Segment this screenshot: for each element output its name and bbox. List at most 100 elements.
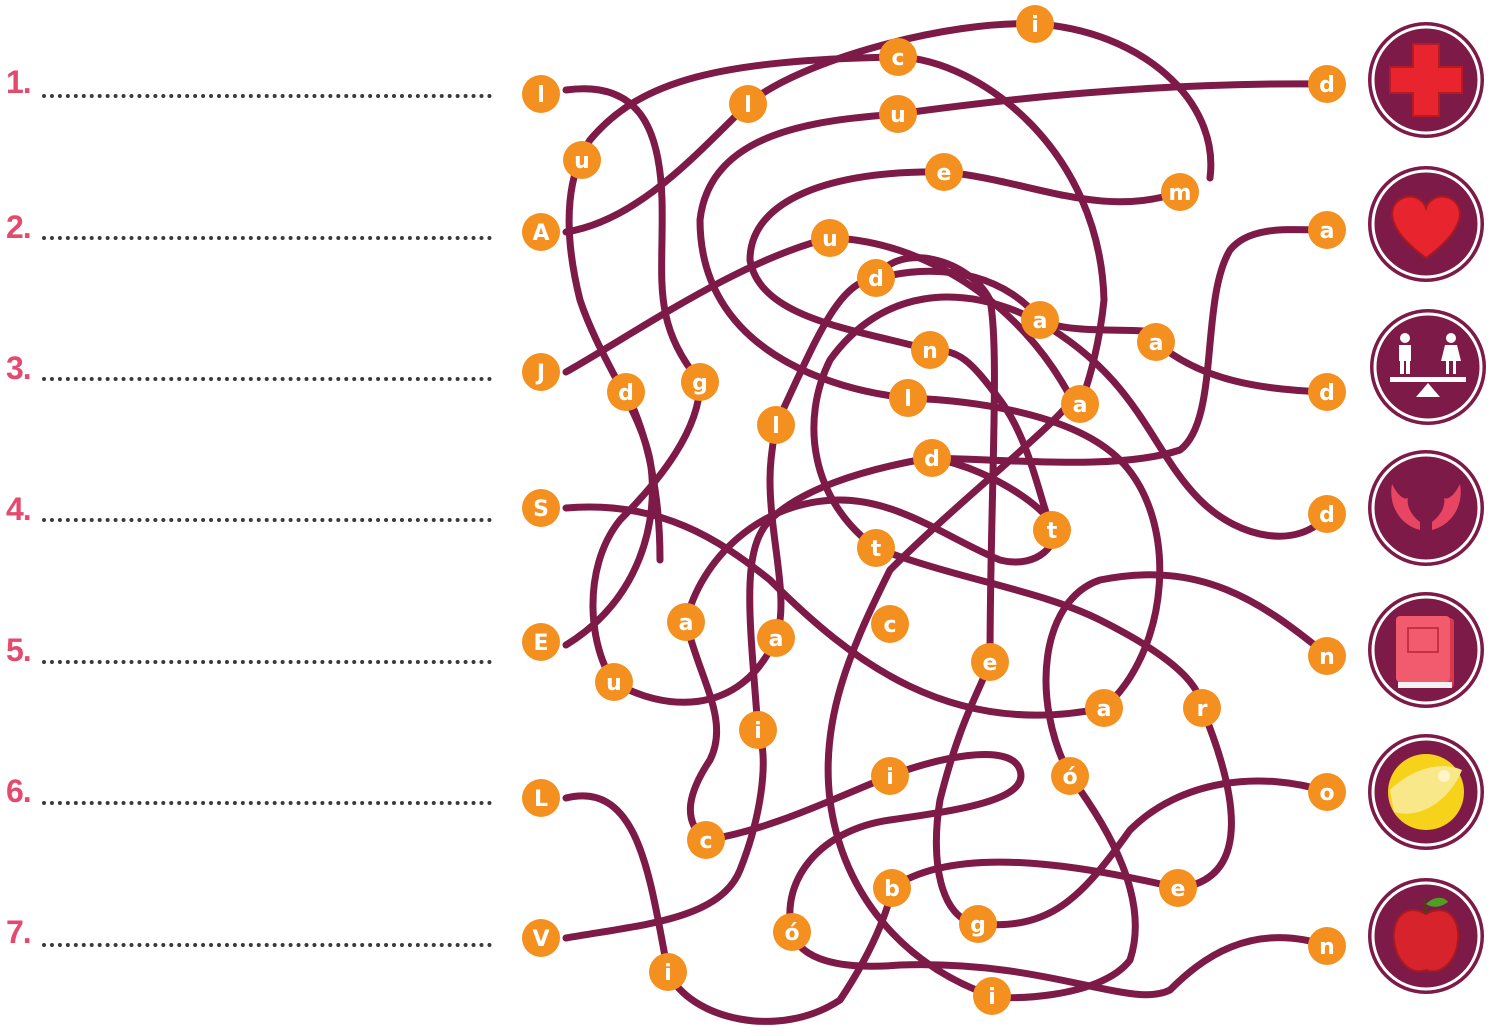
- answer-line-3[interactable]: [42, 377, 492, 381]
- maze-bead-32[interactable]: e: [1159, 869, 1197, 907]
- maze-bead-18[interactable]: d: [913, 439, 951, 477]
- maze-bead-6[interactable]: e: [925, 153, 963, 191]
- maze-bead-26[interactable]: i: [739, 711, 777, 749]
- svg-text:L: L: [534, 787, 548, 812]
- end-bead-2[interactable]: a: [1308, 211, 1346, 249]
- maze-bead-letter: c: [891, 46, 904, 71]
- maze-bead-9[interactable]: d: [857, 259, 895, 297]
- maze-bead-34[interactable]: g: [959, 905, 997, 943]
- row-number-2: 2.: [6, 209, 32, 245]
- start-beads: l A J S E L V: [522, 75, 560, 957]
- row-number-4: 4.: [6, 491, 32, 527]
- maze-bead-11[interactable]: a: [1137, 323, 1175, 361]
- row-number-5: 5.: [6, 632, 32, 668]
- maze-bead-3[interactable]: c: [879, 38, 917, 76]
- end-bead-1[interactable]: d: [1308, 65, 1346, 103]
- answer-line-5[interactable]: [42, 660, 492, 664]
- maze-bead-letter: t: [871, 537, 882, 562]
- maze-bead-15[interactable]: d: [607, 373, 645, 411]
- maze-bead-27[interactable]: a: [1085, 689, 1123, 727]
- end-bead-4[interactable]: d: [1308, 495, 1346, 533]
- maze-bead-10[interactable]: a: [1021, 301, 1059, 339]
- maze-bead-letter: c: [699, 829, 712, 854]
- maze-bead-30[interactable]: ó: [1051, 757, 1089, 795]
- maze-bead-letter: i: [754, 719, 762, 744]
- maze-bead-36[interactable]: i: [649, 953, 687, 991]
- svg-text:J: J: [535, 361, 545, 386]
- beach-ball-icon: [1368, 734, 1484, 850]
- maze-bead-4[interactable]: i: [1016, 5, 1054, 43]
- maze-bead-letter: t: [1047, 519, 1058, 544]
- maze-bead-letter: c: [883, 613, 896, 638]
- maze-bead-8[interactable]: u: [811, 219, 849, 257]
- maze-bead-12[interactable]: n: [911, 331, 949, 369]
- maze-bead-19[interactable]: t: [1033, 511, 1071, 549]
- maze-bead-37[interactable]: i: [973, 977, 1011, 1015]
- maze-bead-1[interactable]: u: [563, 141, 601, 179]
- maze-bead-letter: a: [1149, 331, 1164, 356]
- end-bead-5[interactable]: n: [1308, 637, 1346, 675]
- maze-bead-7[interactable]: m: [1161, 173, 1199, 211]
- row-number-6: 6.: [6, 773, 32, 809]
- maze-bead-29[interactable]: i: [871, 757, 909, 795]
- equality-scale-icon: [1370, 309, 1486, 425]
- maze-bead-letter: d: [868, 267, 884, 292]
- icon-column: [1368, 22, 1486, 994]
- maze-bead-20[interactable]: t: [857, 529, 895, 567]
- maze-bead-31[interactable]: c: [687, 821, 725, 859]
- maze-bead-letter: l: [772, 414, 780, 439]
- answer-line-6[interactable]: [42, 801, 492, 805]
- svg-text:V: V: [532, 927, 549, 952]
- maze-bead-17[interactable]: l: [757, 406, 795, 444]
- start-bead-4[interactable]: S: [522, 489, 560, 527]
- row-number-7: 7.: [6, 914, 32, 950]
- maze-bead-5[interactable]: u: [879, 95, 917, 133]
- maze-bead-letter: a: [1097, 697, 1112, 722]
- start-bead-7[interactable]: V: [522, 919, 560, 957]
- maze-bead-letter: m: [1169, 181, 1192, 206]
- maze-bead-33[interactable]: b: [873, 869, 911, 907]
- apple-icon: [1368, 878, 1484, 994]
- maze-bead-2[interactable]: l: [729, 85, 767, 123]
- maze-bead-letter: a: [679, 611, 694, 636]
- maze-bead-letter: e: [937, 161, 952, 186]
- maze-bead-24[interactable]: e: [971, 643, 1009, 681]
- answer-line-2[interactable]: [42, 236, 492, 240]
- maze-bead-13[interactable]: l: [889, 379, 927, 417]
- svg-text:d: d: [1319, 503, 1335, 528]
- start-bead-2[interactable]: A: [522, 213, 560, 251]
- end-bead-7[interactable]: n: [1308, 927, 1346, 965]
- start-bead-5[interactable]: E: [522, 623, 560, 661]
- row-number-1: 1.: [6, 64, 32, 100]
- maze-bead-21[interactable]: a: [667, 603, 705, 641]
- maze-bead-23[interactable]: c: [871, 605, 909, 643]
- maze-bead-35[interactable]: ó: [773, 913, 811, 951]
- answer-line-7[interactable]: [42, 943, 492, 947]
- maze-bead-letter: ó: [784, 921, 799, 946]
- maze-bead-letter: d: [924, 447, 940, 472]
- maze-bead-letter: g: [692, 371, 708, 396]
- heart-icon: [1368, 166, 1484, 282]
- end-bead-3[interactable]: d: [1308, 373, 1346, 411]
- maze-bead-16[interactable]: g: [681, 363, 719, 401]
- maze-bead-letter: n: [922, 339, 938, 364]
- svg-text:E: E: [533, 631, 548, 656]
- maze-paths: [562, 20, 1332, 1025]
- start-bead-3[interactable]: J: [522, 353, 560, 391]
- maze-bead-22[interactable]: a: [757, 619, 795, 657]
- wings-icon: [1368, 450, 1484, 566]
- svg-text:d: d: [1319, 381, 1335, 406]
- maze-bead-28[interactable]: r: [1183, 689, 1221, 727]
- start-bead-6[interactable]: L: [522, 779, 560, 817]
- answer-line-4[interactable]: [42, 518, 492, 522]
- maze-bead-14[interactable]: a: [1061, 385, 1099, 423]
- maze-bead-letter: e: [1171, 877, 1186, 902]
- maze-bead-letter: i: [664, 961, 672, 986]
- start-bead-1[interactable]: l: [522, 75, 560, 113]
- maze-bead-25[interactable]: u: [595, 663, 633, 701]
- answer-line-1[interactable]: [42, 94, 492, 98]
- maze-bead-letter: r: [1197, 697, 1208, 722]
- end-bead-6[interactable]: o: [1308, 773, 1346, 811]
